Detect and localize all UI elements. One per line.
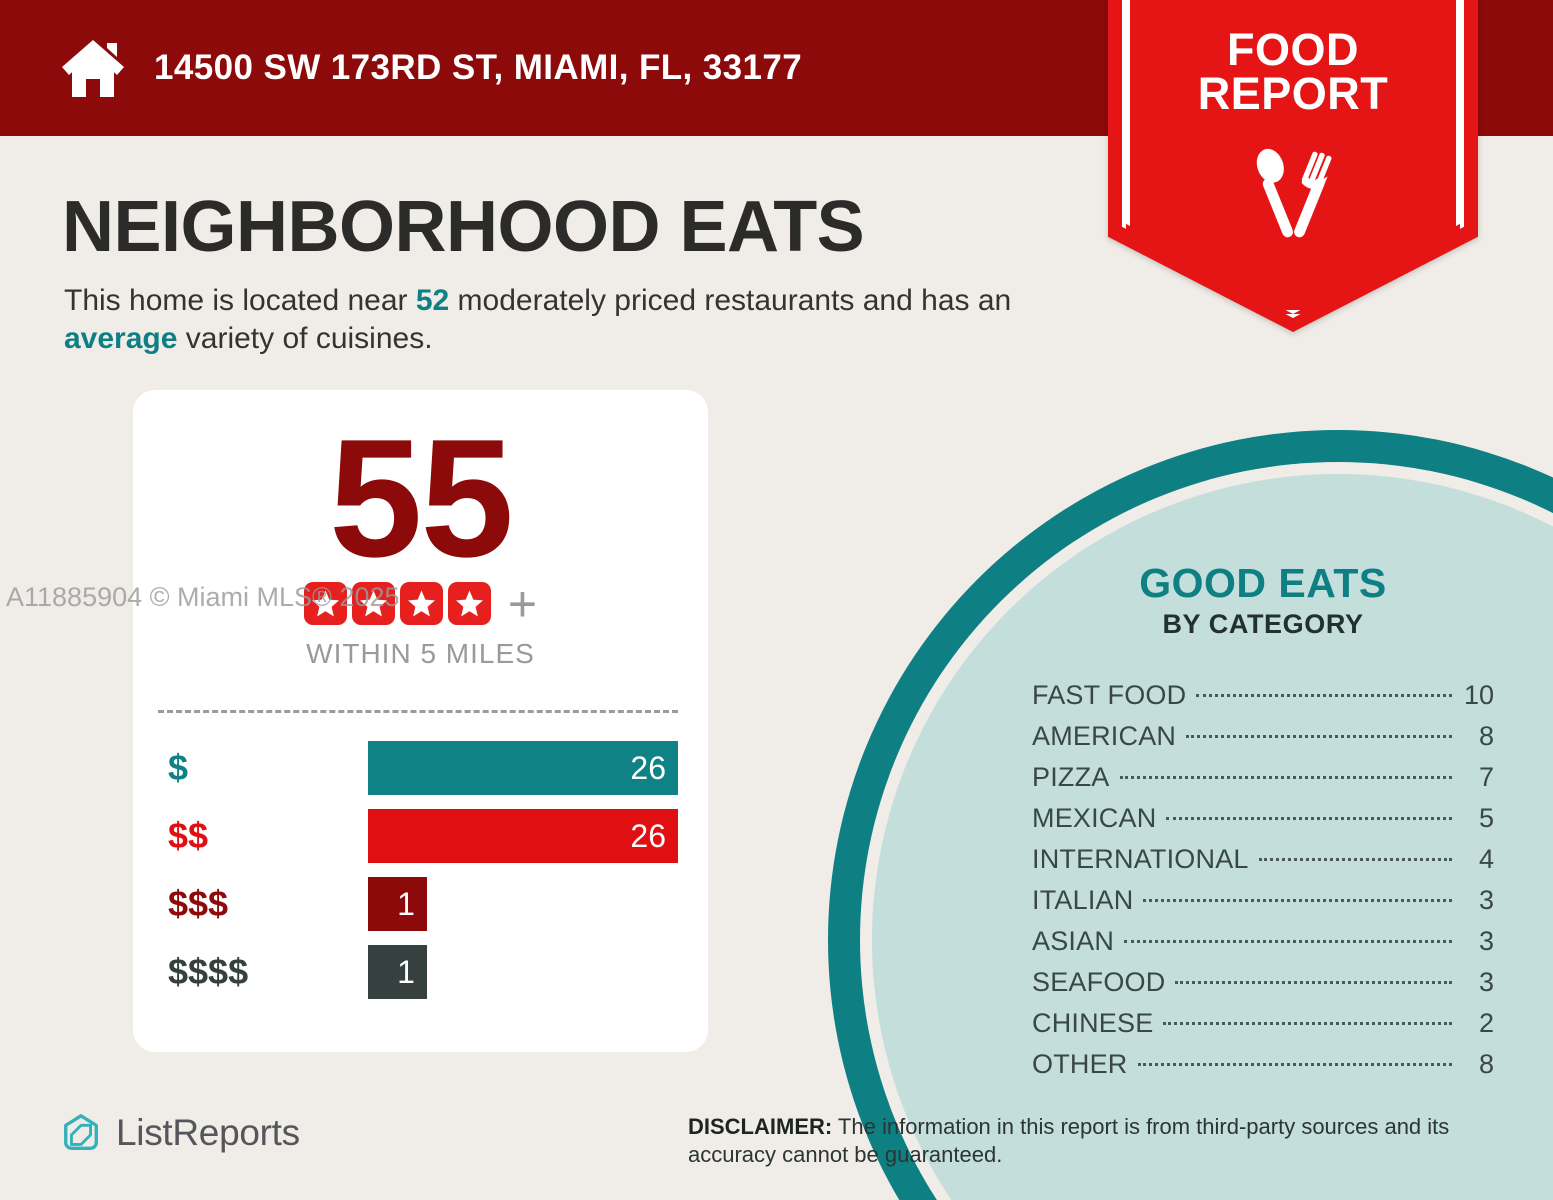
food-report-badge: FOOD REPORT	[1108, 0, 1478, 332]
bar-fill: 26	[368, 809, 678, 863]
category-label: FAST FOOD	[1032, 680, 1187, 711]
subtitle-part-1: This home is located near	[64, 284, 416, 317]
star-icon	[447, 582, 491, 625]
category-row: CHINESE 2	[1032, 1008, 1494, 1049]
card-divider	[158, 710, 678, 713]
badge-outline	[1122, 0, 1464, 318]
category-label: ITALIAN	[1032, 885, 1134, 916]
listreports-house-icon	[64, 1114, 98, 1150]
category-count: 2	[1478, 1008, 1494, 1039]
category-leader-dots	[1196, 694, 1452, 698]
category-leader-dots	[1124, 940, 1452, 944]
category-count: 4	[1478, 844, 1494, 875]
bar-track: 26	[368, 809, 678, 863]
listreports-logo: ListReports	[60, 1112, 300, 1154]
good-eats-subtitle: BY CATEGORY	[1162, 609, 1364, 640]
category-label: AMERICAN	[1032, 721, 1177, 752]
category-leader-dots	[1175, 981, 1452, 985]
category-label: MEXICAN	[1032, 803, 1157, 834]
subtitle-part-2: moderately priced restaurants and has an	[449, 284, 1012, 317]
restaurant-stats-card: 55 + WITHIN 5 MILES $26 $$ 26 $$$ 1 $$$$ 1	[133, 390, 708, 1052]
good-eats-title: GOOD EATS	[1139, 560, 1387, 606]
category-label: OTHER	[1032, 1049, 1128, 1080]
category-row: PIZZA 7	[1032, 762, 1494, 803]
price-tier-label: $$$	[168, 883, 229, 924]
radius-label: WITHIN 5 MILES	[306, 638, 535, 669]
category-count: 7	[1478, 762, 1494, 793]
category-count: 3	[1478, 967, 1494, 998]
star-rating: +	[133, 575, 708, 632]
restaurant-total: 55	[329, 404, 514, 592]
home-icon	[62, 40, 124, 97]
category-leader-dots	[1166, 817, 1452, 821]
category-label: CHINESE	[1032, 1008, 1154, 1039]
category-row: ASIAN 3	[1032, 926, 1494, 967]
category-leader-dots	[1163, 1022, 1452, 1026]
category-row: INTERNATIONAL 4	[1032, 844, 1494, 885]
price-tier-row: $26	[133, 734, 708, 802]
category-leader-dots	[1143, 899, 1452, 903]
header-content: 14500 SW 173RD ST, MIAMI, FL, 33177	[60, 0, 802, 136]
star-icon	[399, 582, 443, 625]
category-leader-dots	[1258, 858, 1452, 862]
category-label: INTERNATIONAL	[1032, 844, 1249, 875]
badge-line-2: REPORT	[1197, 68, 1389, 120]
price-tier-label: $$	[168, 815, 209, 856]
star-icon	[351, 582, 395, 625]
good-eats-list: FAST FOOD 10 AMERICAN 8 PIZZA 7 MEXICAN 5 INTERN…	[1032, 680, 1494, 1090]
star-icon	[303, 582, 347, 625]
disclaimer-text: The information in this report is from t…	[688, 1114, 1450, 1168]
bar-fill: 1	[368, 945, 427, 999]
category-row: ITALIAN 3	[1032, 885, 1494, 926]
category-count: 3	[1478, 885, 1494, 916]
category-label: PIZZA	[1032, 762, 1110, 793]
category-row: FAST FOOD 10	[1032, 680, 1494, 721]
category-leader-dots	[1137, 1063, 1452, 1067]
listreports-brand-name: ListReports	[116, 1112, 300, 1153]
price-tier-row: $$$$ 1	[133, 938, 708, 1006]
category-count: 10	[1463, 680, 1494, 711]
price-tier-row: $$ 26	[133, 802, 708, 870]
badge-line-1: FOOD	[1227, 24, 1359, 75]
badge-title: FOOD REPORT	[1108, 24, 1478, 120]
price-tier-label: $	[168, 747, 189, 788]
star-plus-label: +	[507, 575, 538, 632]
disclaimer: DISCLAIMER: The information in this repo…	[688, 1113, 1493, 1169]
category-count: 5	[1478, 803, 1494, 834]
bar-track: 1	[368, 945, 678, 999]
category-leader-dots	[1119, 776, 1452, 780]
page-title: NEIGHBORHOOD EATS	[62, 187, 865, 267]
category-count: 3	[1478, 926, 1494, 957]
page-subtitle: This home is located near 52 moderately …	[64, 282, 1074, 359]
bar-fill: 26	[368, 741, 678, 795]
category-leader-dots	[1186, 735, 1452, 739]
bar-fill: 1	[368, 877, 427, 931]
category-label: SEAFOOD	[1032, 967, 1166, 998]
property-address: 14500 SW 173RD ST, MIAMI, FL, 33177	[154, 48, 803, 87]
category-label: ASIAN	[1032, 926, 1115, 957]
price-tier-row: $$$ 1	[133, 870, 708, 938]
category-count: 8	[1478, 721, 1494, 752]
spoon-fork-icon	[1256, 148, 1332, 238]
category-row: SEAFOOD 3	[1032, 967, 1494, 1008]
category-row: AMERICAN 8	[1032, 721, 1494, 762]
category-count: 8	[1478, 1049, 1494, 1080]
price-tier-label: $$$$	[168, 951, 249, 992]
subtitle-part-3: variety of cuisines.	[177, 322, 433, 356]
bar-track: 1	[368, 877, 678, 931]
subtitle-variety: average	[64, 322, 178, 356]
bar-track: 26	[368, 741, 678, 795]
good-eats-panel: GOOD EATS BY CATEGORY FAST FOOD 10 AMERICA…	[1032, 560, 1494, 1090]
category-row: MEXICAN 5	[1032, 803, 1494, 844]
price-tier-bar-chart: $26 $$ 26 $$$ 1 $$$$ 1	[133, 734, 708, 1006]
category-row: OTHER 8	[1032, 1049, 1494, 1090]
subtitle-restaurant-count: 52	[415, 284, 450, 317]
disclaimer-label: DISCLAIMER:	[688, 1114, 833, 1139]
